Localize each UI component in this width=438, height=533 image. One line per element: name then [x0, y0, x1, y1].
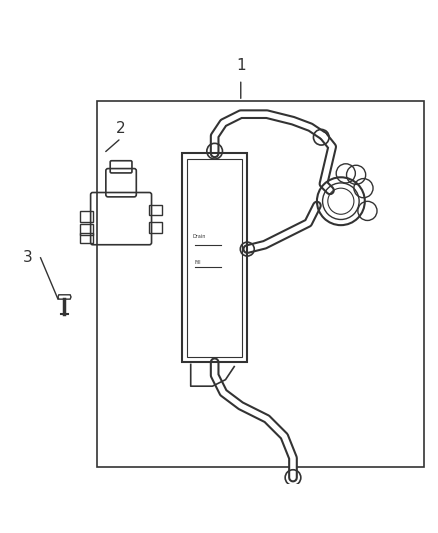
Text: 1: 1 [236, 58, 246, 73]
Text: 3: 3 [23, 251, 32, 265]
Text: Fill: Fill [194, 260, 201, 265]
Text: 2: 2 [116, 121, 126, 136]
Text: Drain: Drain [193, 234, 206, 239]
